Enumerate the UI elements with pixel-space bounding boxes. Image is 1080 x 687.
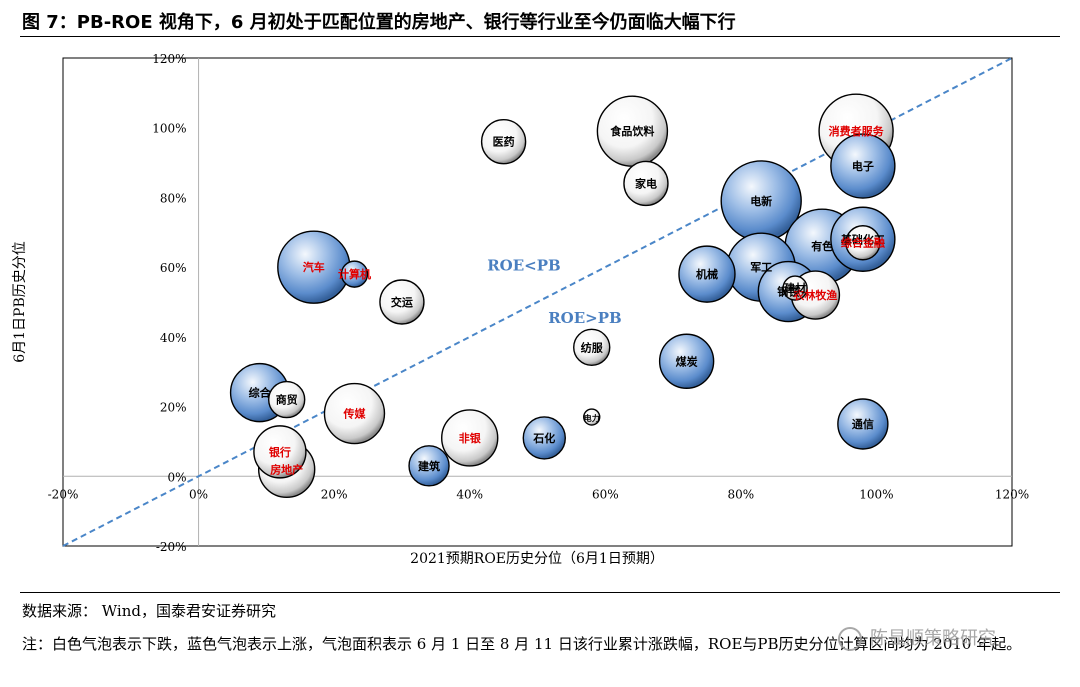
bubble-label: 电新 — [750, 194, 772, 208]
bubble — [408, 445, 450, 487]
bubble — [340, 260, 369, 288]
bubble-label: 机械 — [696, 267, 718, 281]
bubble — [323, 382, 386, 445]
bubble-label: 计算机 — [338, 267, 371, 281]
bubble — [441, 409, 499, 467]
bubble-chart: -20% 0% 20% 40% 60% 80% 100% 120% -20% 0% 20% 40% 60… — [12, 52, 1030, 567]
bubble — [522, 416, 566, 460]
bubble-label: 食品饮料 — [610, 124, 654, 138]
x-tick-label: -20% — [48, 487, 79, 501]
region-label: ROE>PB — [548, 309, 622, 327]
bubble-label: 传媒 — [342, 407, 366, 421]
source-note: 数据来源： Wind，国泰君安证券研究 — [22, 602, 276, 620]
bubble-label: 银行 — [269, 445, 291, 459]
bubble-label: 建筑 — [418, 459, 440, 473]
x-tick-label: 60% — [592, 487, 619, 501]
bubble-layer — [229, 93, 896, 499]
axes-layer: -20% 0% 20% 40% 60% 80% 100% 120% -20% 0% 20% 40% 60… — [48, 52, 1030, 554]
bubble-label: 电子 — [852, 159, 874, 173]
bubble — [379, 279, 425, 325]
bubble-label: 电力 — [584, 413, 600, 423]
x-axis-title: 2021预期ROE历史分位（6月1日预期） — [410, 551, 664, 567]
bubble-label: 非银 — [459, 431, 482, 445]
bubble-label: 钢铁 — [777, 285, 799, 299]
diagonal-line — [62, 57, 1013, 547]
bubble-label: 石化 — [532, 431, 555, 445]
wechat-icon — [838, 627, 862, 651]
bubble — [267, 380, 306, 419]
bubble-label: 综合金融 — [841, 236, 885, 250]
footnote: 注：白色气泡表示下跌，蓝色气泡表示上涨，气泡面积表示 6 月 1 日至 8 月 … — [22, 635, 1022, 653]
x-tick-label: 120% — [995, 487, 1029, 501]
x-tick-label: 100% — [859, 487, 893, 501]
y-tick-label: 0% — [168, 470, 187, 484]
bubble-label: 基础化工 — [840, 232, 885, 246]
bubble-label: 有色 — [811, 239, 833, 253]
bubble-label: 汽车 — [303, 260, 325, 274]
y-tick-label: 60% — [160, 261, 187, 275]
bubble — [845, 225, 881, 261]
bubble — [837, 398, 889, 450]
bubble — [253, 425, 307, 479]
bubble-label: 通信 — [852, 417, 874, 431]
y-tick-label: -20% — [156, 540, 187, 554]
bubble — [830, 133, 896, 199]
y-axis-title: 6月1日PB历史分位 — [12, 241, 28, 363]
y-tick-label: 40% — [160, 331, 187, 345]
y-tick-label: 100% — [152, 122, 186, 136]
bubble — [480, 118, 527, 165]
x-tick-label: 0% — [189, 487, 208, 501]
y-tick-label: 80% — [160, 191, 187, 205]
bubble-label: 交运 — [391, 295, 413, 309]
bottom-rule — [20, 592, 1060, 593]
figure-title: 图 7：PB-ROE 视角下，6 月初处于匹配位置的房地产、银行等行业至今仍面临… — [22, 12, 736, 33]
bubble-label: 消费者服务 — [829, 124, 885, 138]
bubble-label: 房地产 — [270, 462, 303, 476]
bubble-label: 商贸 — [276, 393, 298, 407]
region-label: ROE<PB — [487, 257, 561, 275]
x-tick-label: 80% — [728, 487, 755, 501]
y-tick-label: 120% — [152, 52, 186, 66]
bubble-label: 综合 — [249, 386, 272, 400]
bubble — [583, 408, 601, 426]
bubble-label: 家电 — [635, 176, 657, 190]
bubble — [658, 333, 715, 389]
x-tick-label: 40% — [456, 487, 483, 501]
bubble-label: 建材 — [784, 281, 806, 295]
bubble-label: 纺服 — [581, 340, 604, 354]
bubble — [623, 160, 669, 207]
watermark-text: 陈显顺策略研究 — [870, 628, 996, 649]
bubble — [678, 245, 736, 303]
bubble-label: 医药 — [493, 135, 515, 149]
bubble — [573, 328, 611, 367]
x-tick-label: 20% — [321, 487, 348, 501]
bubble — [782, 275, 808, 301]
bubble-label: 军工 — [750, 261, 772, 274]
bubble-label: 煤炭 — [676, 354, 698, 368]
bubble-label: 农林牧渔 — [792, 288, 837, 302]
y-tick-label: 20% — [160, 401, 187, 415]
watermark: 陈显顺策略研究 — [838, 624, 996, 651]
top-rule — [20, 36, 1060, 37]
